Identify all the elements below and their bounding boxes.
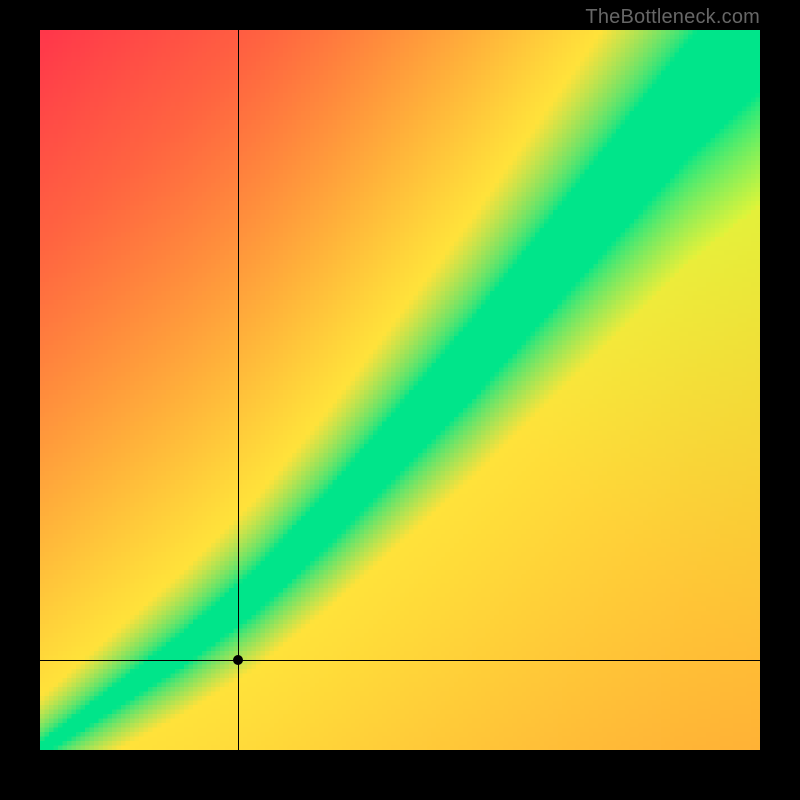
- plot-area: [40, 30, 760, 750]
- heatmap-canvas: [40, 30, 760, 750]
- chart-container: TheBottleneck.com: [0, 0, 800, 800]
- crosshair-point: [233, 655, 243, 665]
- watermark-text: TheBottleneck.com: [585, 6, 760, 29]
- crosshair-vertical: [238, 30, 239, 750]
- crosshair-horizontal: [40, 660, 760, 661]
